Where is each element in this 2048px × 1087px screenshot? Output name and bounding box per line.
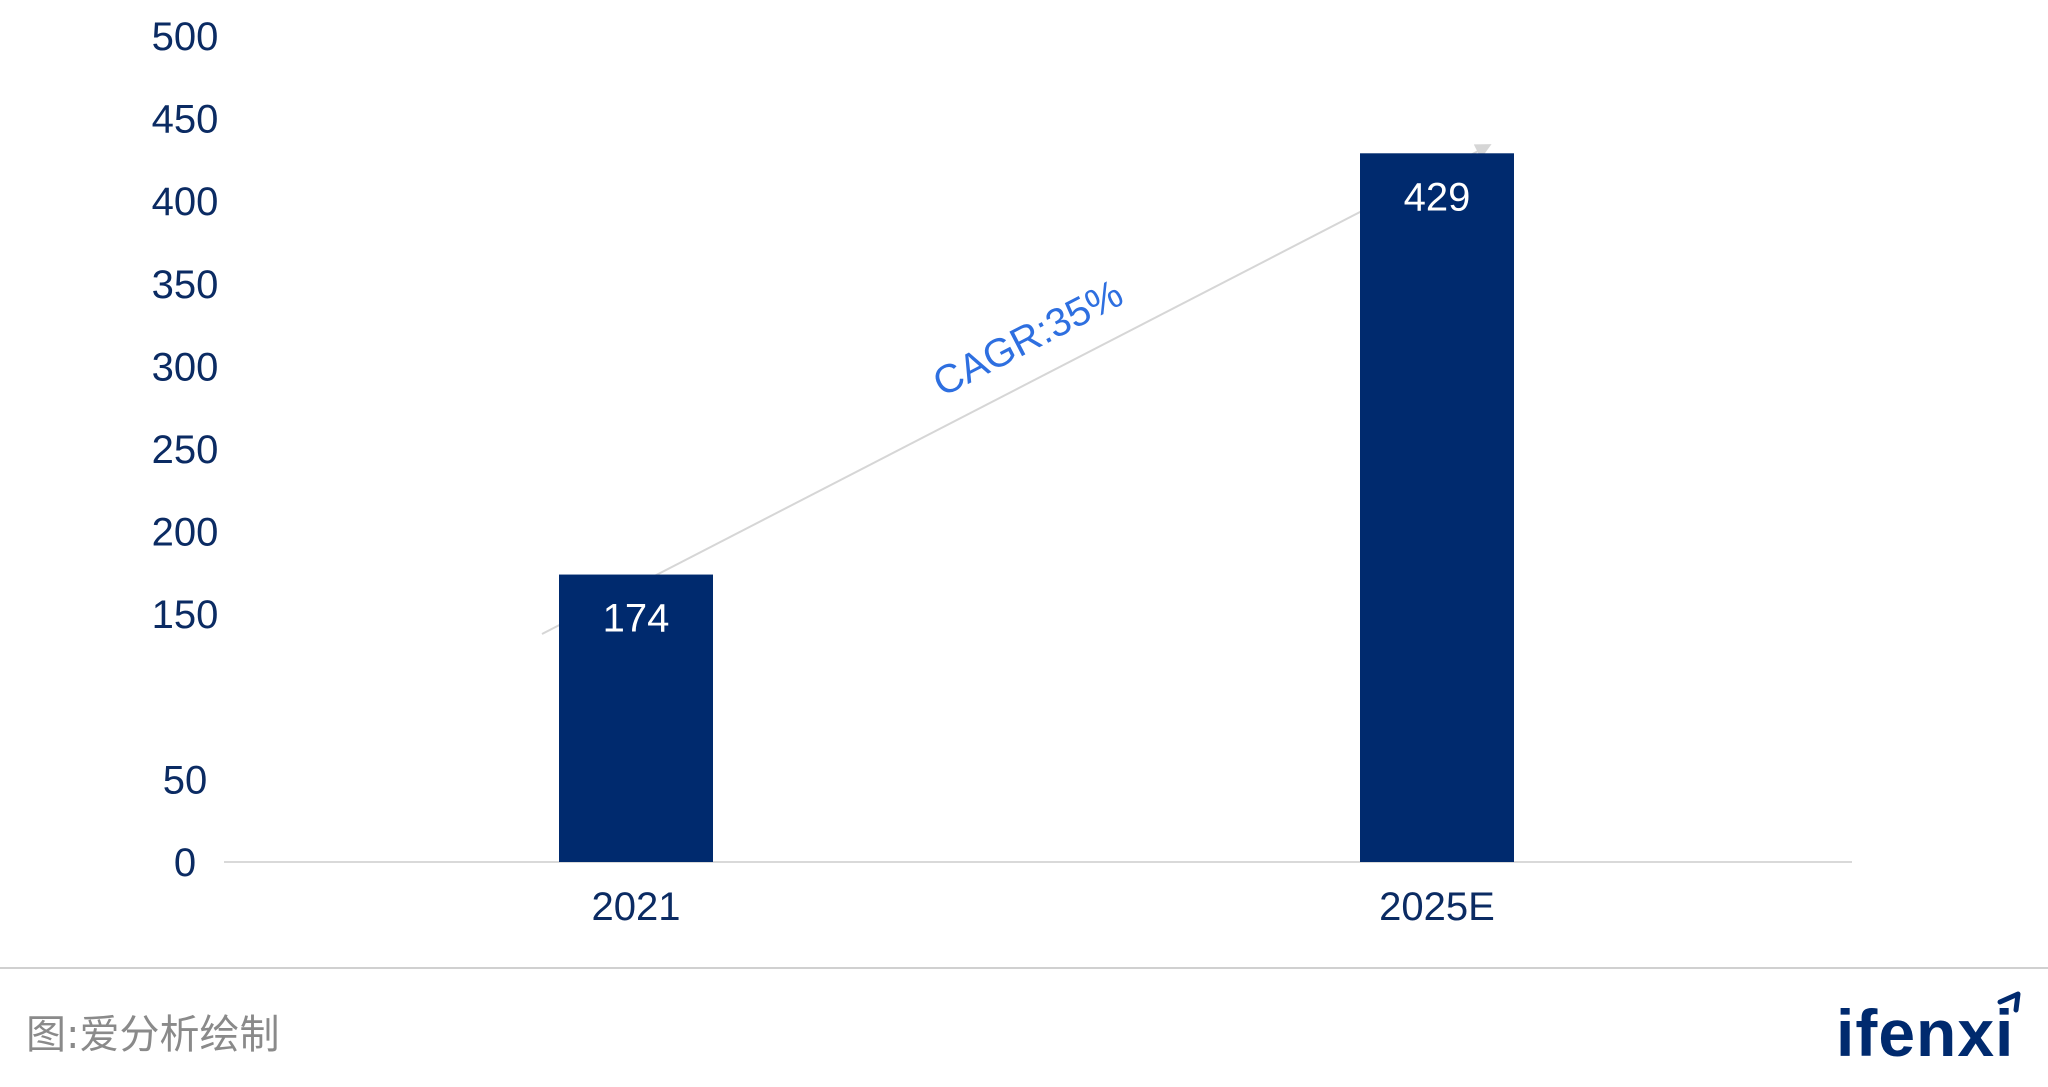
y-tick-label: 500 [152,15,219,59]
y-axis-tick-labels: 0 50 150 200 250 300 350 400 450 500 [152,15,219,885]
bar-data-label: 174 [603,597,670,641]
y-tick-label: 150 [152,593,219,637]
y-tick-label: 300 [152,345,219,389]
bar-2021 [559,574,713,862]
footer-divider [0,967,2048,969]
y-tick-label: 350 [152,263,219,307]
y-tick-label: 450 [152,98,219,142]
bar-2025E [1360,153,1514,863]
cagr-annotation: CAGR:35% [926,271,1130,405]
y-tick-label: 50 [163,758,208,802]
x-axis-tick-labels: 2021 2025E [592,885,1495,929]
y-tick-label: 400 [152,180,219,224]
x-tick-label: 2025E [1379,885,1495,929]
svg-text:ifenxi: ifenxi [1836,996,2014,1068]
source-caption: 图:爱分析绘制 [26,1012,280,1058]
cagr-trend-arrow [541,144,1492,635]
bar-data-label: 429 [1404,175,1471,219]
y-tick-label: 200 [152,511,219,555]
bar-chart: 0 50 150 200 250 300 350 400 450 500 CAGR:35% 174… [152,15,1852,929]
y-tick-label: 0 [174,841,196,885]
y-tick-label: 250 [152,428,219,472]
ifenxi-logo: ifenxi [1836,991,2021,1068]
x-tick-label: 2021 [592,885,681,929]
bar-series: 174 429 [559,153,1514,863]
